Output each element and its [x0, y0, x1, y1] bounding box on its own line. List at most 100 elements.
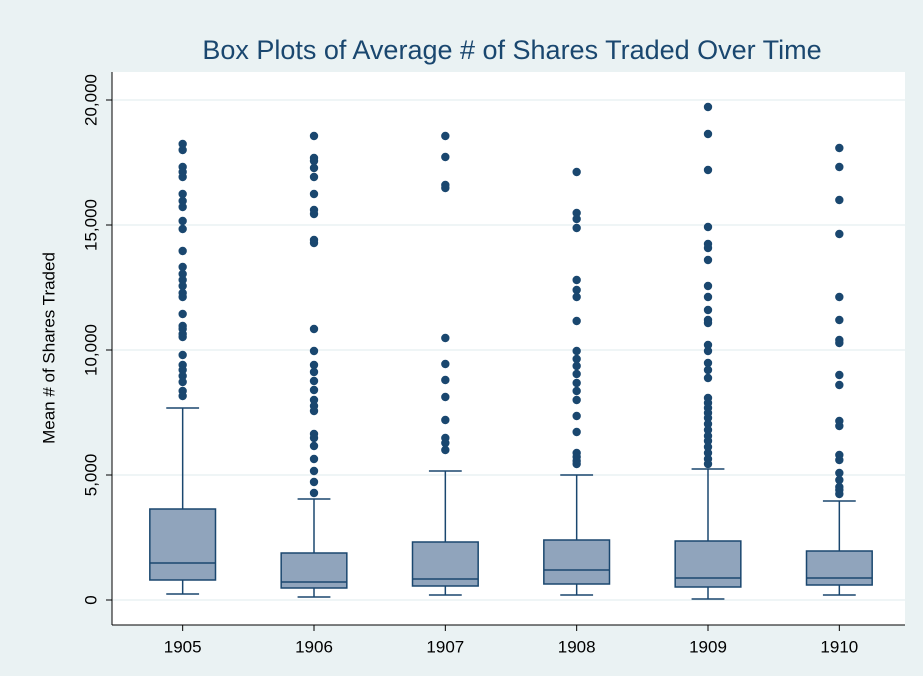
outlier	[178, 281, 187, 291]
outlier	[309, 346, 319, 356]
outlier	[572, 214, 581, 224]
outlier	[572, 292, 581, 302]
outlier	[178, 292, 187, 302]
outlier	[703, 292, 713, 302]
outlier	[178, 139, 187, 149]
outlier	[703, 425, 713, 435]
outlier	[572, 395, 581, 405]
outlier	[703, 340, 713, 350]
y-tick-label: 20,000	[81, 74, 100, 126]
outlier	[703, 318, 713, 328]
outlier	[309, 156, 319, 166]
outlier	[178, 216, 187, 226]
outlier	[572, 411, 581, 421]
outlier	[703, 436, 713, 446]
outlier	[835, 162, 844, 172]
outlier	[572, 361, 581, 371]
outlier	[309, 324, 319, 334]
outlier	[835, 292, 844, 302]
outlier	[441, 392, 450, 402]
outlier	[309, 209, 319, 219]
outlier	[835, 421, 844, 431]
y-axis-title: Mean # of Shares Traded	[39, 252, 58, 444]
outlier	[703, 373, 713, 383]
outlier	[178, 224, 187, 234]
outlier	[178, 309, 187, 319]
outlier	[572, 208, 581, 218]
box	[149, 508, 217, 581]
outlier	[835, 370, 844, 380]
outlier	[178, 189, 187, 199]
y-tick-label: 0	[81, 595, 100, 604]
outlier	[572, 459, 581, 469]
outlier	[703, 459, 713, 469]
outlier	[178, 371, 187, 381]
outlier	[309, 454, 319, 464]
outlier	[703, 222, 713, 232]
outlier	[835, 338, 844, 348]
outlier	[572, 386, 581, 396]
x-tick-label: 1909	[689, 637, 727, 656]
outlier	[703, 305, 713, 315]
outlier	[572, 378, 581, 388]
outlier	[309, 406, 319, 416]
outlier	[441, 445, 450, 455]
outlier	[309, 238, 319, 248]
outlier	[441, 438, 450, 448]
outlier	[309, 189, 319, 199]
outlier	[572, 316, 581, 326]
outlier	[309, 441, 319, 451]
outlier	[309, 488, 319, 498]
outlier	[309, 376, 319, 386]
outlier	[441, 415, 450, 425]
outlier	[309, 163, 319, 173]
outlier	[178, 377, 187, 387]
box	[805, 550, 873, 586]
outlier	[178, 365, 187, 375]
outlier	[178, 332, 187, 342]
outlier	[572, 354, 581, 364]
chart-title: Box Plots of Average # of Shares Traded …	[202, 35, 821, 65]
outlier	[309, 395, 319, 405]
outlier	[178, 391, 187, 401]
outlier	[441, 375, 450, 385]
y-tick-label: 10,000	[81, 324, 100, 376]
outlier	[835, 229, 844, 239]
outlier	[572, 369, 581, 379]
outlier	[703, 281, 713, 291]
outlier	[178, 246, 187, 256]
outlier	[178, 275, 187, 285]
outlier	[441, 359, 450, 369]
outlier	[703, 346, 713, 356]
outlier	[572, 427, 581, 437]
outlier	[309, 385, 319, 395]
outlier	[572, 346, 581, 356]
outlier	[703, 358, 713, 368]
outlier	[178, 202, 187, 212]
outlier	[309, 131, 319, 141]
outlier	[703, 165, 713, 175]
outlier	[178, 262, 187, 272]
outlier	[703, 442, 713, 452]
outlier	[309, 433, 319, 443]
outlier	[309, 360, 319, 370]
outlier	[835, 455, 844, 465]
x-tick-label: 1910	[820, 637, 858, 656]
outlier	[309, 367, 319, 377]
outlier	[835, 489, 844, 499]
outlier	[703, 102, 713, 112]
outlier	[835, 468, 844, 478]
outlier	[703, 448, 713, 458]
outlier	[178, 269, 187, 279]
x-tick-label: 1906	[295, 637, 333, 656]
outlier	[572, 275, 581, 285]
box	[543, 539, 611, 585]
y-tick-label: 15,000	[81, 199, 100, 251]
outlier	[703, 365, 713, 375]
outlier	[309, 466, 319, 476]
x-tick-label: 1905	[164, 637, 202, 656]
y-tick-label: 5,000	[81, 454, 100, 497]
outlier	[835, 315, 844, 325]
outlier	[703, 129, 713, 139]
